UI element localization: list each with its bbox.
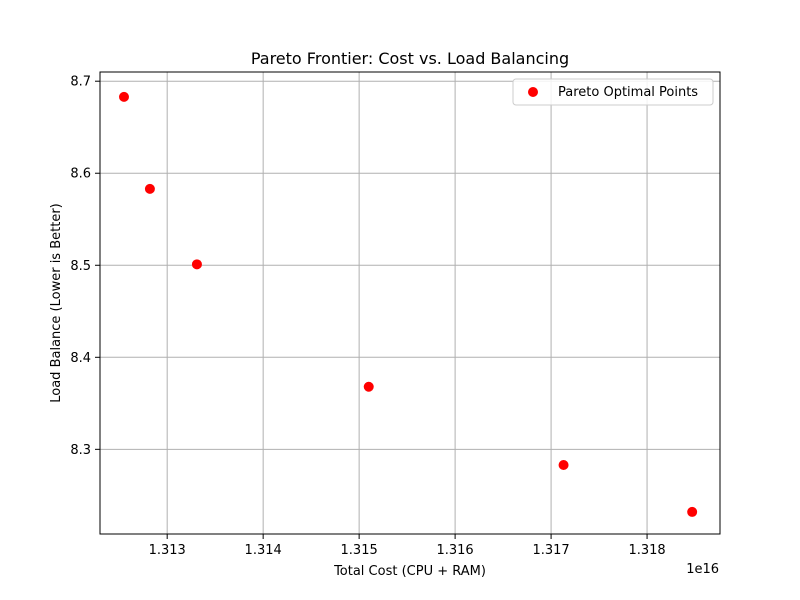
data-points — [118, 91, 698, 517]
data-point — [118, 91, 129, 102]
data-point — [144, 183, 155, 194]
y-tick-label: 8.5 — [70, 259, 91, 274]
legend-marker — [528, 87, 538, 97]
y-tick-label: 8.3 — [70, 443, 91, 458]
legend-label: Pareto Optimal Points — [558, 85, 698, 100]
x-tick-label: 1.315 — [341, 543, 378, 558]
plot-area — [100, 72, 720, 534]
y-tick-label: 8.4 — [70, 351, 91, 366]
legend-box — [512, 78, 714, 106]
x-tick-label: 1.314 — [245, 543, 282, 558]
data-point — [558, 459, 569, 470]
x-axis-label: Total Cost (CPU + RAM) — [333, 564, 486, 579]
y-tick-label: 8.7 — [70, 75, 91, 90]
x-tick-label: 1.316 — [436, 543, 473, 558]
plot-frame — [99, 71, 721, 535]
x-tick-label: 1.313 — [149, 543, 186, 558]
x-tick-label: 1.317 — [532, 543, 569, 558]
y-tick-label: 8.6 — [70, 167, 91, 182]
y-axis-label: Load Balance (Lower is Better) — [49, 203, 64, 403]
axis-ticks: 1.313 1.314 1.315 1.316 1.317 1.318 8.3 8.4 8.5 8… — [70, 75, 665, 558]
data-point — [687, 506, 698, 517]
legend: Pareto Optimal Points — [512, 78, 714, 106]
data-point — [363, 381, 374, 392]
x-axis-offset-label: 1e16 — [686, 562, 719, 577]
x-tick-label: 1.318 — [628, 543, 665, 558]
data-point — [191, 259, 202, 270]
chart-title: Pareto Frontier: Cost vs. Load Balancing — [251, 49, 569, 68]
